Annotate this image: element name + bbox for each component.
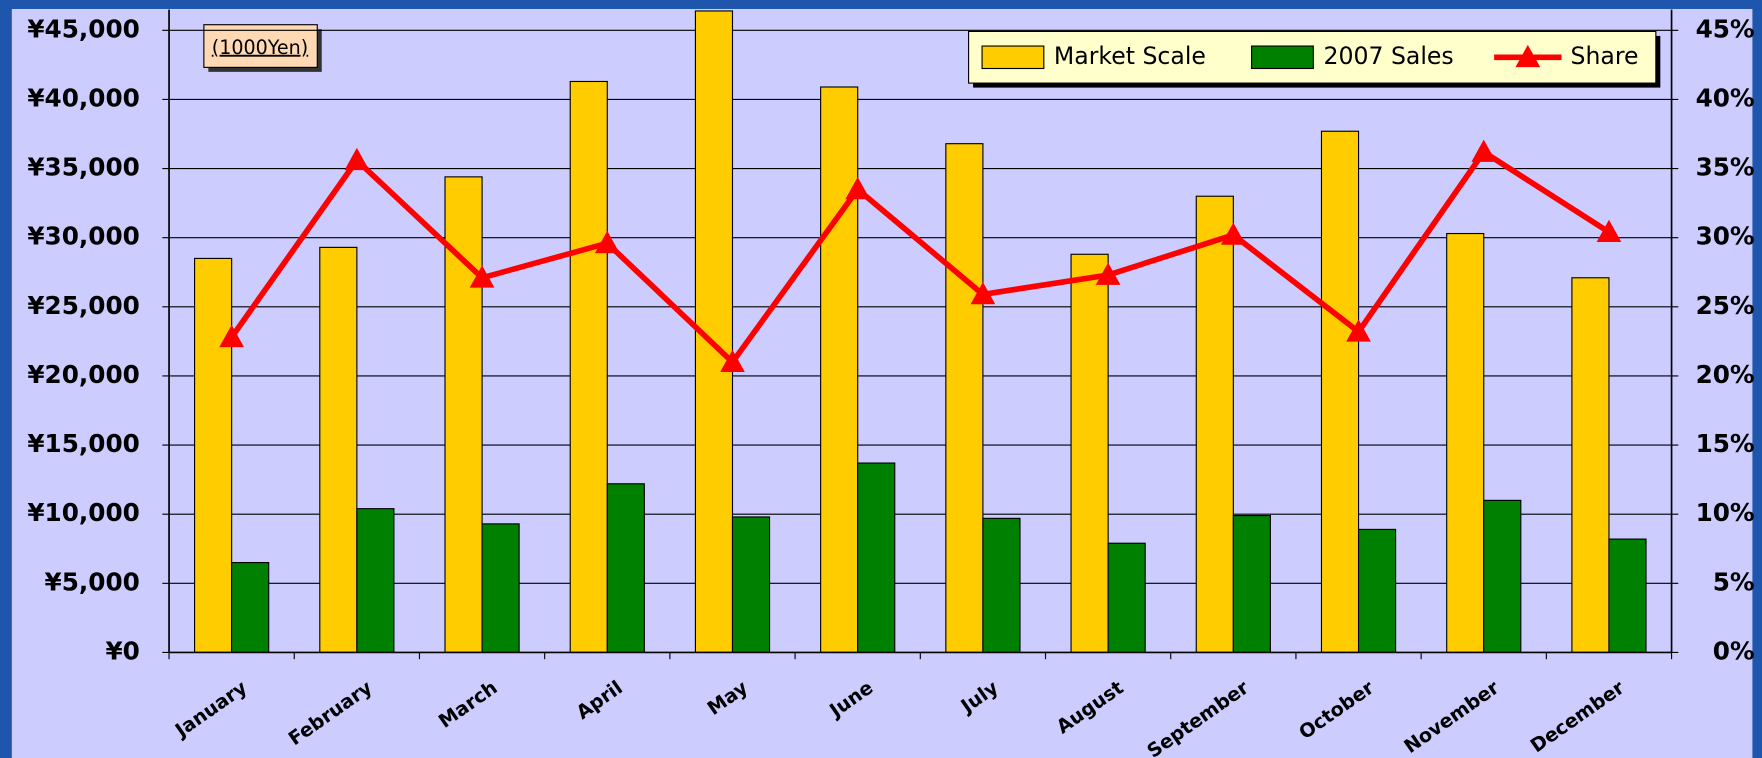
bar: [606, 483, 645, 654]
note-box: [203, 24, 318, 68]
y2-tick-label: 20%: [1696, 360, 1755, 389]
bar: [319, 246, 358, 654]
y-tick-label: ¥30,000: [27, 222, 139, 251]
share-marker: [1596, 219, 1622, 243]
share-marker: [219, 324, 244, 348]
bar: [1571, 277, 1610, 654]
bar: [356, 508, 395, 654]
y2-tick-label: 40%: [1696, 83, 1755, 112]
bar: [444, 176, 483, 654]
unit-note: (1000Yen): [212, 36, 308, 59]
bar: [820, 86, 859, 654]
y2-tick-label: 0%: [1713, 636, 1755, 665]
share-marker: [594, 230, 620, 254]
legend-swatch: [981, 45, 1045, 70]
bar: [982, 517, 1021, 654]
bar: [857, 462, 896, 654]
bar: [1608, 538, 1647, 654]
y2-tick-label: 25%: [1696, 291, 1755, 320]
share-marker: [1095, 262, 1121, 285]
bar: [1357, 528, 1397, 654]
bar: [945, 143, 984, 654]
share-marker: [1471, 139, 1497, 162]
y-tick-label: ¥5,000: [45, 567, 140, 596]
y-tick-label: ¥25,000: [27, 291, 139, 320]
y-tick-label: ¥35,000: [27, 153, 139, 182]
bar: [1232, 515, 1271, 654]
share-marker: [469, 265, 495, 288]
bar: [731, 516, 771, 654]
bar: [1446, 232, 1485, 654]
y-tick-label: ¥0: [105, 636, 139, 665]
legend-swatch: [1515, 44, 1541, 68]
y2-tick-label: 35%: [1696, 153, 1755, 182]
share-line: [229, 148, 1611, 367]
share-marker: [970, 282, 996, 305]
share-marker: [344, 147, 370, 171]
legend-swatch: [1251, 45, 1314, 70]
y-tick-label: ¥10,000: [27, 498, 139, 527]
share-marker: [1220, 222, 1246, 245]
y-tick-label: ¥45,000: [27, 14, 139, 43]
bar: [194, 257, 233, 654]
share-marker: [845, 176, 871, 200]
y2-tick-label: 10%: [1696, 498, 1755, 527]
bar: [481, 523, 520, 654]
bar: [1070, 253, 1109, 654]
y2-tick-label: 45%: [1696, 14, 1755, 43]
legend-label: Share: [1570, 42, 1638, 70]
bar: [231, 562, 270, 654]
bar: [1195, 195, 1234, 654]
y2-tick-label: 5%: [1713, 567, 1755, 596]
y2-tick-label: 30%: [1696, 222, 1755, 251]
y2-tick-label: 15%: [1696, 429, 1755, 458]
bar: [1320, 130, 1360, 654]
bar: [1483, 499, 1522, 654]
y-tick-label: ¥20,000: [27, 360, 139, 389]
share-marker: [720, 349, 745, 373]
bar: [1107, 542, 1146, 654]
share-marker: [1346, 319, 1371, 342]
y-tick-label: ¥15,000: [27, 429, 139, 458]
legend-label: Market Scale: [1054, 42, 1206, 70]
legend-label: 2007 Sales: [1323, 42, 1453, 70]
y-tick-label: ¥40,000: [27, 83, 139, 112]
bar: [569, 80, 608, 654]
